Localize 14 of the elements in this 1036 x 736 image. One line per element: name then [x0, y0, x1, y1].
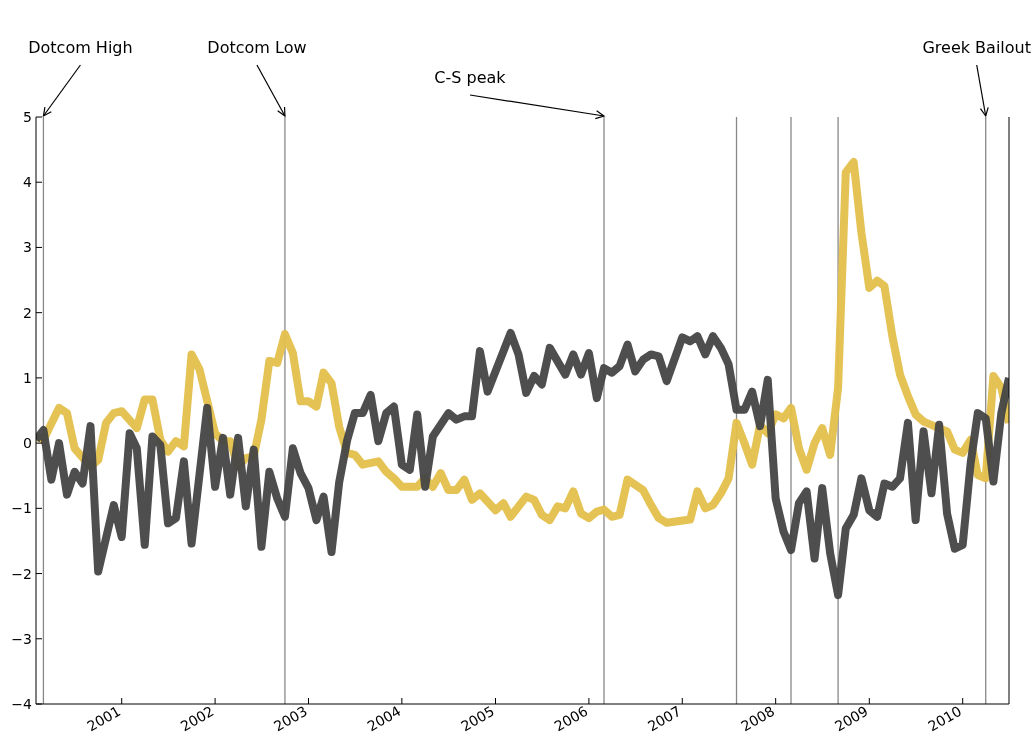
- y-tick-label: 4: [23, 174, 33, 191]
- y-tick-label: −3: [11, 630, 32, 647]
- y-tick-label: 1: [23, 369, 32, 386]
- ref-line-label: C-S peak: [434, 68, 507, 87]
- y-tick-label: 3: [23, 239, 32, 256]
- y-tick-label: 2: [23, 304, 32, 321]
- ref-line-label: Dotcom High: [28, 38, 133, 57]
- y-tick-label: −2: [11, 565, 32, 582]
- y-tick-label: −1: [11, 500, 32, 517]
- y-tick-label: −4: [11, 695, 33, 712]
- ref-line-label: Greek Bailout: [922, 38, 1031, 57]
- ref-line-label: Dotcom Low: [207, 38, 307, 57]
- y-tick-label: 5: [23, 108, 32, 125]
- y-tick-label: 0: [23, 435, 32, 452]
